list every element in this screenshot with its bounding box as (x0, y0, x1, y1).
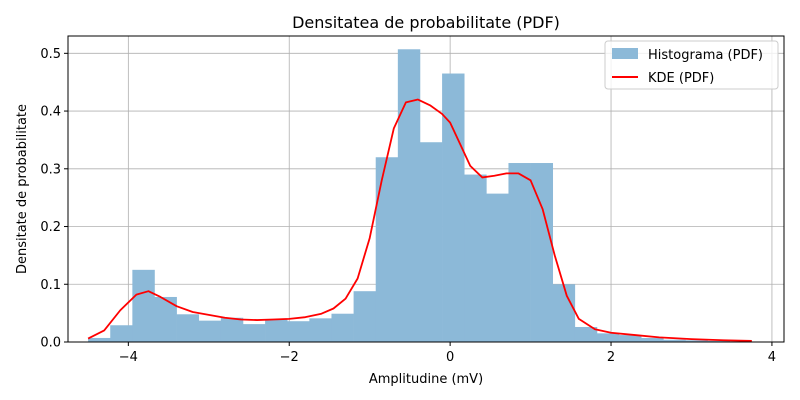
y-tick-label: 0.4 (40, 105, 61, 120)
kde-line-layer (87, 98, 752, 342)
histogram-bar (220, 317, 244, 342)
histogram-bar (596, 333, 620, 342)
plot-frame (67, 35, 785, 343)
x-tick-label: 2 (607, 350, 615, 365)
histogram-bar (331, 313, 354, 342)
x-axis-label: Amplitudine (mV) (369, 372, 483, 387)
histogram-bar (419, 142, 443, 342)
histogram-bar (574, 326, 598, 342)
legend-box (604, 40, 779, 90)
histogram-bar (265, 319, 288, 342)
legend: Histograma (PDF) KDE (PDF) (604, 40, 779, 90)
histogram-bar (530, 163, 554, 342)
x-tick-label: −4 (119, 350, 138, 365)
histogram-bar (707, 340, 730, 342)
histogram-bar (641, 337, 664, 342)
histogram-bar (486, 193, 509, 342)
histogram-bar (242, 324, 266, 342)
x-tick-label: 4 (768, 350, 776, 365)
axis-ticks: −4 −2 0 2 4 0.0 0.1 0.2 0.3 0.4 0.5 (40, 47, 776, 365)
histogram-bar (619, 335, 642, 342)
histogram-bar (110, 325, 133, 342)
histogram-bar (442, 73, 465, 342)
x-tick-label: 0 (446, 350, 454, 365)
y-tick-label: 0.0 (40, 336, 61, 351)
y-tick-label: 0.1 (40, 278, 61, 293)
histogram-bar (685, 340, 708, 342)
kde-line (87, 98, 752, 342)
histogram-bar (132, 269, 155, 342)
legend-histogram-label: Histograma (PDF) (648, 48, 763, 63)
y-tick-label: 0.5 (40, 47, 61, 62)
legend-histogram-swatch (612, 48, 638, 59)
histogram-bar (287, 321, 310, 342)
y-axis-label: Densitate de probabilitate (15, 104, 30, 274)
histogram-bar (552, 284, 576, 342)
histogram-bar (397, 49, 421, 343)
histogram-bar (309, 318, 332, 342)
chart-title: Densitatea de probabilitate (PDF) (292, 13, 560, 32)
x-tick-label: −2 (280, 350, 299, 365)
histogram-bar (154, 296, 177, 342)
histogram-bar (353, 291, 377, 342)
histogram-bar (663, 339, 686, 342)
histogram-bar (176, 314, 200, 342)
y-tick-label: 0.3 (40, 162, 61, 177)
histogram-bar (88, 337, 111, 342)
histogram-bar (375, 157, 399, 342)
histogram-bar (464, 174, 487, 342)
histogram-bar (198, 320, 222, 342)
legend-kde-label: KDE (PDF) (648, 71, 714, 86)
histogram-bars (88, 49, 753, 343)
y-tick-label: 0.2 (40, 220, 61, 235)
histogram-bar (508, 163, 531, 342)
